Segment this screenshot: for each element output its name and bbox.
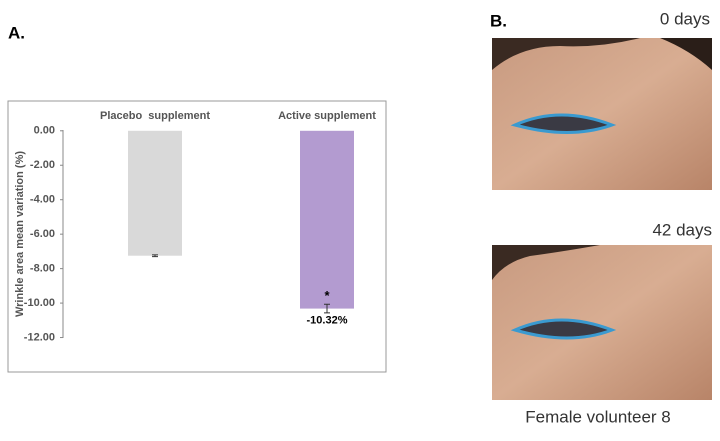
category-label: Placebo supplement <box>100 110 210 122</box>
y-tick-label: -8.00 <box>30 263 55 275</box>
y-tick-label: -10.00 <box>24 297 55 309</box>
bar <box>300 130 354 309</box>
y-tick-label: -2.00 <box>30 159 55 171</box>
error-bar <box>152 254 158 258</box>
panel-label: A. <box>8 23 25 42</box>
y-axis-label: Wrinkle area mean variation (%) <box>14 151 26 317</box>
photo-bottom <box>492 245 712 400</box>
error-bar <box>324 303 330 314</box>
y-tick-label: -12.00 <box>24 331 55 343</box>
significance-mark: * <box>324 288 330 303</box>
data-label: -10.32% <box>307 315 348 327</box>
photo-caption: Female volunteer 8 <box>525 407 671 426</box>
y-tick-label: -4.00 <box>30 194 55 206</box>
photo-caption: 0 days <box>660 9 710 28</box>
y-tick-label: 0.00 <box>34 125 55 137</box>
panel-label: B. <box>490 11 507 30</box>
photo-top <box>492 38 712 190</box>
photo-caption: 42 days <box>652 220 712 239</box>
y-tick-label: -6.00 <box>30 228 55 240</box>
bar <box>128 130 182 256</box>
category-label: Active supplement <box>278 110 376 122</box>
